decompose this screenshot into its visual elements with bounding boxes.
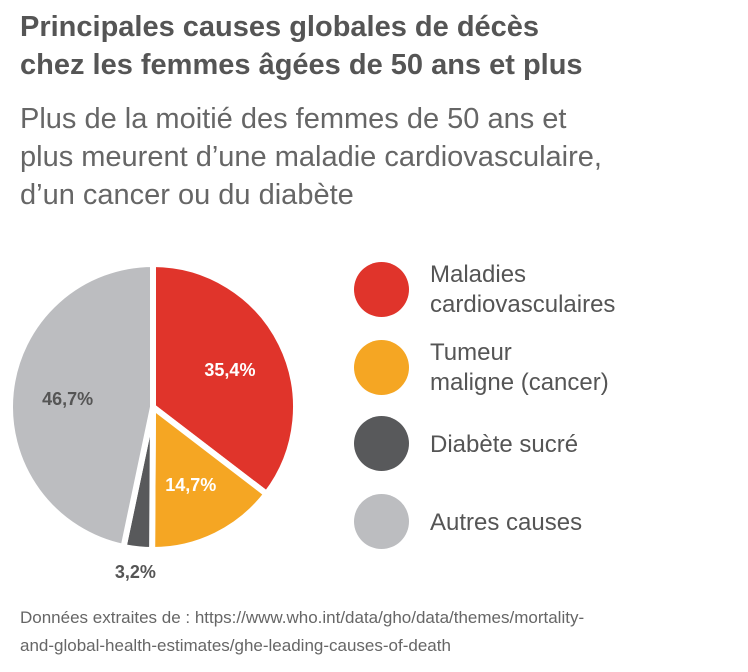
legend-label-line-1: Autres causes xyxy=(430,509,583,536)
label-other: 46,7% xyxy=(42,389,93,409)
legend-label-line-1: Diabète sucré xyxy=(430,431,579,458)
chart-title: Principales causes globales de décès che… xyxy=(20,8,740,84)
legend-label-line-2: maligne (cancer) xyxy=(430,369,609,396)
legend-item-diabetes: Diabète sucré xyxy=(354,416,744,476)
legend-label-cardiovascular: Maladies cardiovasculaires xyxy=(430,260,615,320)
chart-title-line-2: chez les femmes âgées de 50 ans et plus xyxy=(20,49,583,81)
legend-item-cancer: Tumeur maligne (cancer) xyxy=(354,338,744,400)
chart-subtitle: Plus de la moitié des femmes de 50 ans e… xyxy=(20,100,740,214)
legend-label-diabetes: Diabète sucré xyxy=(430,430,578,460)
label-cardiovascular: 35,4% xyxy=(204,360,255,380)
source-note-line-2: and-global-health-estimates/ghe-leading-… xyxy=(20,636,451,655)
light-gray-circle-icon xyxy=(354,494,409,549)
label-diabetes: 3,2% xyxy=(115,562,156,582)
source-note: Données extraites de : https://www.who.i… xyxy=(20,604,745,660)
legend-label-line-1: Maladies xyxy=(430,261,527,288)
orange-circle-icon xyxy=(354,340,409,395)
pie-chart: 35,4% 14,7% 3,2% 46,7% xyxy=(7,261,299,582)
slice-other xyxy=(7,261,156,550)
slice-cancer xyxy=(149,404,270,553)
chart-subtitle-line-3: d’un cancer ou du diabète xyxy=(20,179,354,211)
chart-subtitle-line-1: Plus de la moitié des femmes de 50 ans e… xyxy=(20,103,567,135)
legend-label-other: Autres causes xyxy=(430,508,582,538)
slice-cardiovascular xyxy=(150,261,299,497)
legend-item-other: Autres causes xyxy=(354,494,744,554)
source-note-line-1: Données extraites de : https://www.who.i… xyxy=(20,608,585,627)
legend-label-line-1: Tumeur xyxy=(430,339,512,366)
legend-label-cancer: Tumeur maligne (cancer) xyxy=(430,338,609,398)
chart-subtitle-line-2: plus meurent d’une maladie cardiovascula… xyxy=(20,141,602,173)
red-circle-icon xyxy=(354,262,409,317)
legend-item-cardiovascular: Maladies cardiovasculaires xyxy=(354,260,744,322)
dark-gray-circle-icon xyxy=(354,416,409,471)
label-cancer: 14,7% xyxy=(165,475,216,495)
chart-title-line-1: Principales causes globales de décès xyxy=(20,11,540,43)
legend-label-line-2: cardiovasculaires xyxy=(430,291,616,318)
